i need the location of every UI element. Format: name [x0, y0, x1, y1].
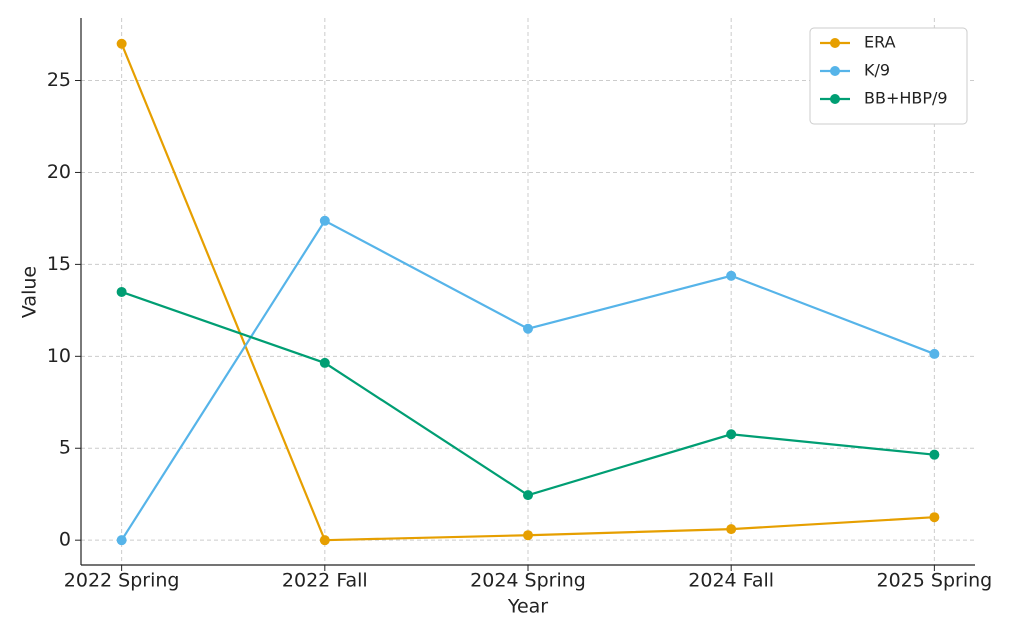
y-tick-label: 5 — [59, 437, 71, 459]
y-axis-label: Value — [19, 266, 41, 318]
legend-label: K/9 — [864, 61, 890, 80]
point — [116, 535, 127, 546]
point — [319, 215, 330, 226]
point — [726, 270, 737, 281]
point — [319, 535, 330, 546]
x-tick-label: 2022 Fall — [282, 570, 368, 592]
point — [523, 323, 533, 334]
x-tick-label: 2022 Spring — [64, 570, 180, 592]
y-tick-label: 25 — [47, 69, 71, 91]
legend-marker — [830, 94, 840, 104]
point — [929, 348, 940, 359]
legend-label: ERA — [864, 33, 896, 52]
y-tick-label: 15 — [47, 253, 71, 275]
legend-marker — [830, 38, 840, 48]
point — [929, 449, 940, 460]
point — [116, 286, 127, 297]
x-tick-label: 2024 Spring — [470, 570, 586, 592]
legend: ERA K/9 BB+HBP/9 — [809, 27, 968, 125]
point — [726, 429, 737, 440]
x-tick-label: 2025 Spring — [877, 570, 993, 592]
point — [523, 530, 533, 541]
point — [929, 512, 940, 523]
point — [726, 524, 737, 535]
legend-label: BB+HBP/9 — [864, 89, 948, 108]
point — [523, 490, 533, 501]
y-tick-label: 0 — [59, 529, 71, 551]
y-tick-label: 10 — [47, 345, 71, 367]
point — [116, 38, 127, 49]
x-axis-label: Year — [507, 596, 548, 618]
x-tick-label: 2024 Fall — [688, 570, 774, 592]
legend-marker — [830, 66, 840, 76]
point — [319, 357, 330, 368]
y-tick-label: 20 — [47, 161, 71, 183]
